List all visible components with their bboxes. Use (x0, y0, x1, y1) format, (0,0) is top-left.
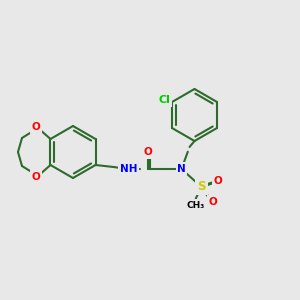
Text: S: S (197, 181, 206, 194)
Text: O: O (143, 147, 152, 157)
Text: O: O (32, 122, 40, 132)
Text: NH: NH (120, 164, 137, 174)
Text: N: N (177, 164, 186, 174)
Text: Cl: Cl (158, 95, 170, 105)
Text: O: O (208, 197, 217, 207)
Text: CH₃: CH₃ (186, 200, 205, 209)
Text: O: O (213, 176, 222, 186)
Text: O: O (32, 172, 40, 182)
